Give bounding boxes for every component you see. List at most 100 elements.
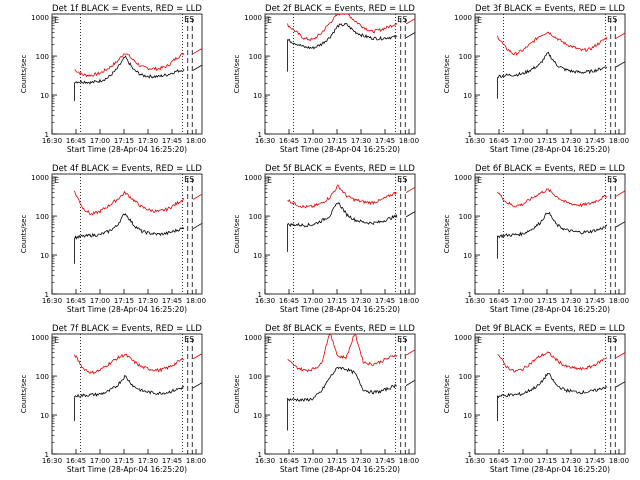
y-tick-label: 1 (258, 451, 262, 459)
y-tick-label: 1 (468, 451, 472, 459)
series-events-line (497, 51, 626, 99)
chart-title: Det 2f BLACK = Events, RED = LLD (265, 4, 415, 14)
plot-frame (264, 13, 416, 135)
y-tick-label: 10 (253, 92, 262, 100)
series-events-line (497, 372, 626, 422)
chart-panel-6: Det 6f BLACK = Events, RED = LLD 1 10 100 10… (443, 164, 629, 314)
x-tick-label: 17:30 (561, 457, 581, 465)
x-tick-label: 18:00 (186, 297, 206, 305)
series-events-line (287, 22, 416, 72)
series-lld-line (74, 190, 203, 216)
x-tick-label: 16:30 (42, 137, 62, 145)
y-tick-label: 1000 (454, 174, 472, 182)
x-tick-label: 17:00 (303, 297, 323, 305)
x-tick-label: 17:45 (375, 457, 395, 465)
x-tick-label: 16:30 (42, 457, 62, 465)
x-tick-label: 16:30 (255, 297, 275, 305)
y-tick-label: 1 (468, 291, 472, 299)
series-events-line (287, 202, 416, 252)
y-axis-label: Counts/sec (233, 375, 241, 414)
y-tick-label: 1000 (244, 14, 262, 22)
x-tick-label: 16:45 (66, 297, 86, 305)
chart-title: Det 5f BLACK = Events, RED = LLD (265, 164, 415, 174)
y-tick-label: 100 (249, 373, 262, 381)
y-tick-label: 1000 (31, 14, 49, 22)
marker-label: E (267, 176, 272, 185)
y-tick-label: 1000 (454, 14, 472, 22)
y-tick-label: 100 (459, 373, 472, 381)
marker-label: E (477, 336, 482, 345)
marker-label: ES (397, 175, 407, 184)
x-tick-label: 16:45 (66, 137, 86, 145)
marker-label: E (267, 336, 272, 345)
plot-frame (474, 13, 626, 135)
y-tick-label: 1 (468, 131, 472, 139)
x-tick-label: 17:15 (537, 137, 557, 145)
y-tick-label: 100 (36, 53, 49, 61)
x-tick-label: 17:15 (327, 137, 347, 145)
plot-frame (51, 173, 203, 295)
y-tick-label: 100 (36, 373, 49, 381)
x-axis-label: Start Time (28-Apr-04 16:25:20) (67, 145, 187, 154)
series-events-line (74, 213, 203, 264)
x-tick-label: 16:45 (279, 137, 299, 145)
y-tick-label: 10 (40, 252, 49, 260)
series-lld-line (497, 351, 626, 373)
marker-label: E (477, 16, 482, 25)
x-tick-label: 17:30 (561, 297, 581, 305)
x-tick-label: 18:00 (186, 457, 206, 465)
y-tick-label: 100 (249, 53, 262, 61)
y-tick-label: 10 (253, 412, 262, 420)
series-events-line (287, 366, 416, 431)
series-lld-line (287, 13, 416, 42)
x-tick-label: 16:30 (465, 297, 485, 305)
y-tick-label: 100 (459, 213, 472, 221)
y-tick-label: 1000 (31, 334, 49, 342)
x-axis-label: Start Time (28-Apr-04 16:25:20) (67, 465, 187, 474)
x-tick-label: 17:45 (585, 137, 605, 145)
x-tick-label: 17:00 (90, 297, 110, 305)
x-tick-label: 17:15 (327, 457, 347, 465)
y-axis-label: Counts/sec (443, 375, 451, 414)
marker-label: E (54, 176, 59, 185)
x-tick-label: 17:45 (162, 457, 182, 465)
x-tick-label: 17:15 (114, 137, 134, 145)
series-events-line (497, 211, 626, 259)
x-tick-label: 18:00 (399, 297, 419, 305)
x-tick-label: 17:00 (513, 457, 533, 465)
series-lld-line (287, 333, 416, 373)
x-tick-label: 16:45 (279, 457, 299, 465)
x-tick-label: 16:45 (489, 137, 509, 145)
x-tick-label: 17:45 (375, 137, 395, 145)
plot-frame (264, 173, 416, 295)
series-lld-line (497, 188, 626, 208)
x-tick-label: 17:15 (114, 297, 134, 305)
chart-title: Det 1f BLACK = Events, RED = LLD (52, 4, 202, 14)
x-tick-label: 17:45 (585, 297, 605, 305)
x-tick-label: 17:45 (375, 297, 395, 305)
chart-panel-9: Det 9f BLACK = Events, RED = LLD 1 10 100 10… (443, 324, 629, 474)
y-tick-label: 100 (36, 213, 49, 221)
y-tick-label: 10 (253, 252, 262, 260)
y-tick-label: 1000 (31, 174, 49, 182)
x-axis-label: Start Time (28-Apr-04 16:25:20) (490, 145, 610, 154)
chart-title: Det 6f BLACK = Events, RED = LLD (475, 164, 625, 174)
y-tick-label: 1000 (454, 334, 472, 342)
plot-frame (264, 333, 416, 455)
x-tick-label: 17:15 (114, 457, 134, 465)
x-tick-label: 17:30 (138, 297, 158, 305)
x-tick-label: 18:00 (399, 457, 419, 465)
marker-label: ES (184, 15, 194, 24)
x-tick-label: 17:00 (303, 457, 323, 465)
x-tick-label: 17:00 (90, 137, 110, 145)
marker-label: E (267, 16, 272, 25)
x-tick-label: 16:30 (255, 457, 275, 465)
x-tick-label: 17:30 (351, 457, 371, 465)
chart-title: Det 9f BLACK = Events, RED = LLD (475, 324, 625, 334)
series-lld-line (497, 31, 626, 56)
y-axis-label: Counts/sec (443, 55, 451, 94)
x-tick-label: 16:45 (489, 457, 509, 465)
x-tick-label: 16:45 (66, 457, 86, 465)
marker-label: ES (397, 335, 407, 344)
